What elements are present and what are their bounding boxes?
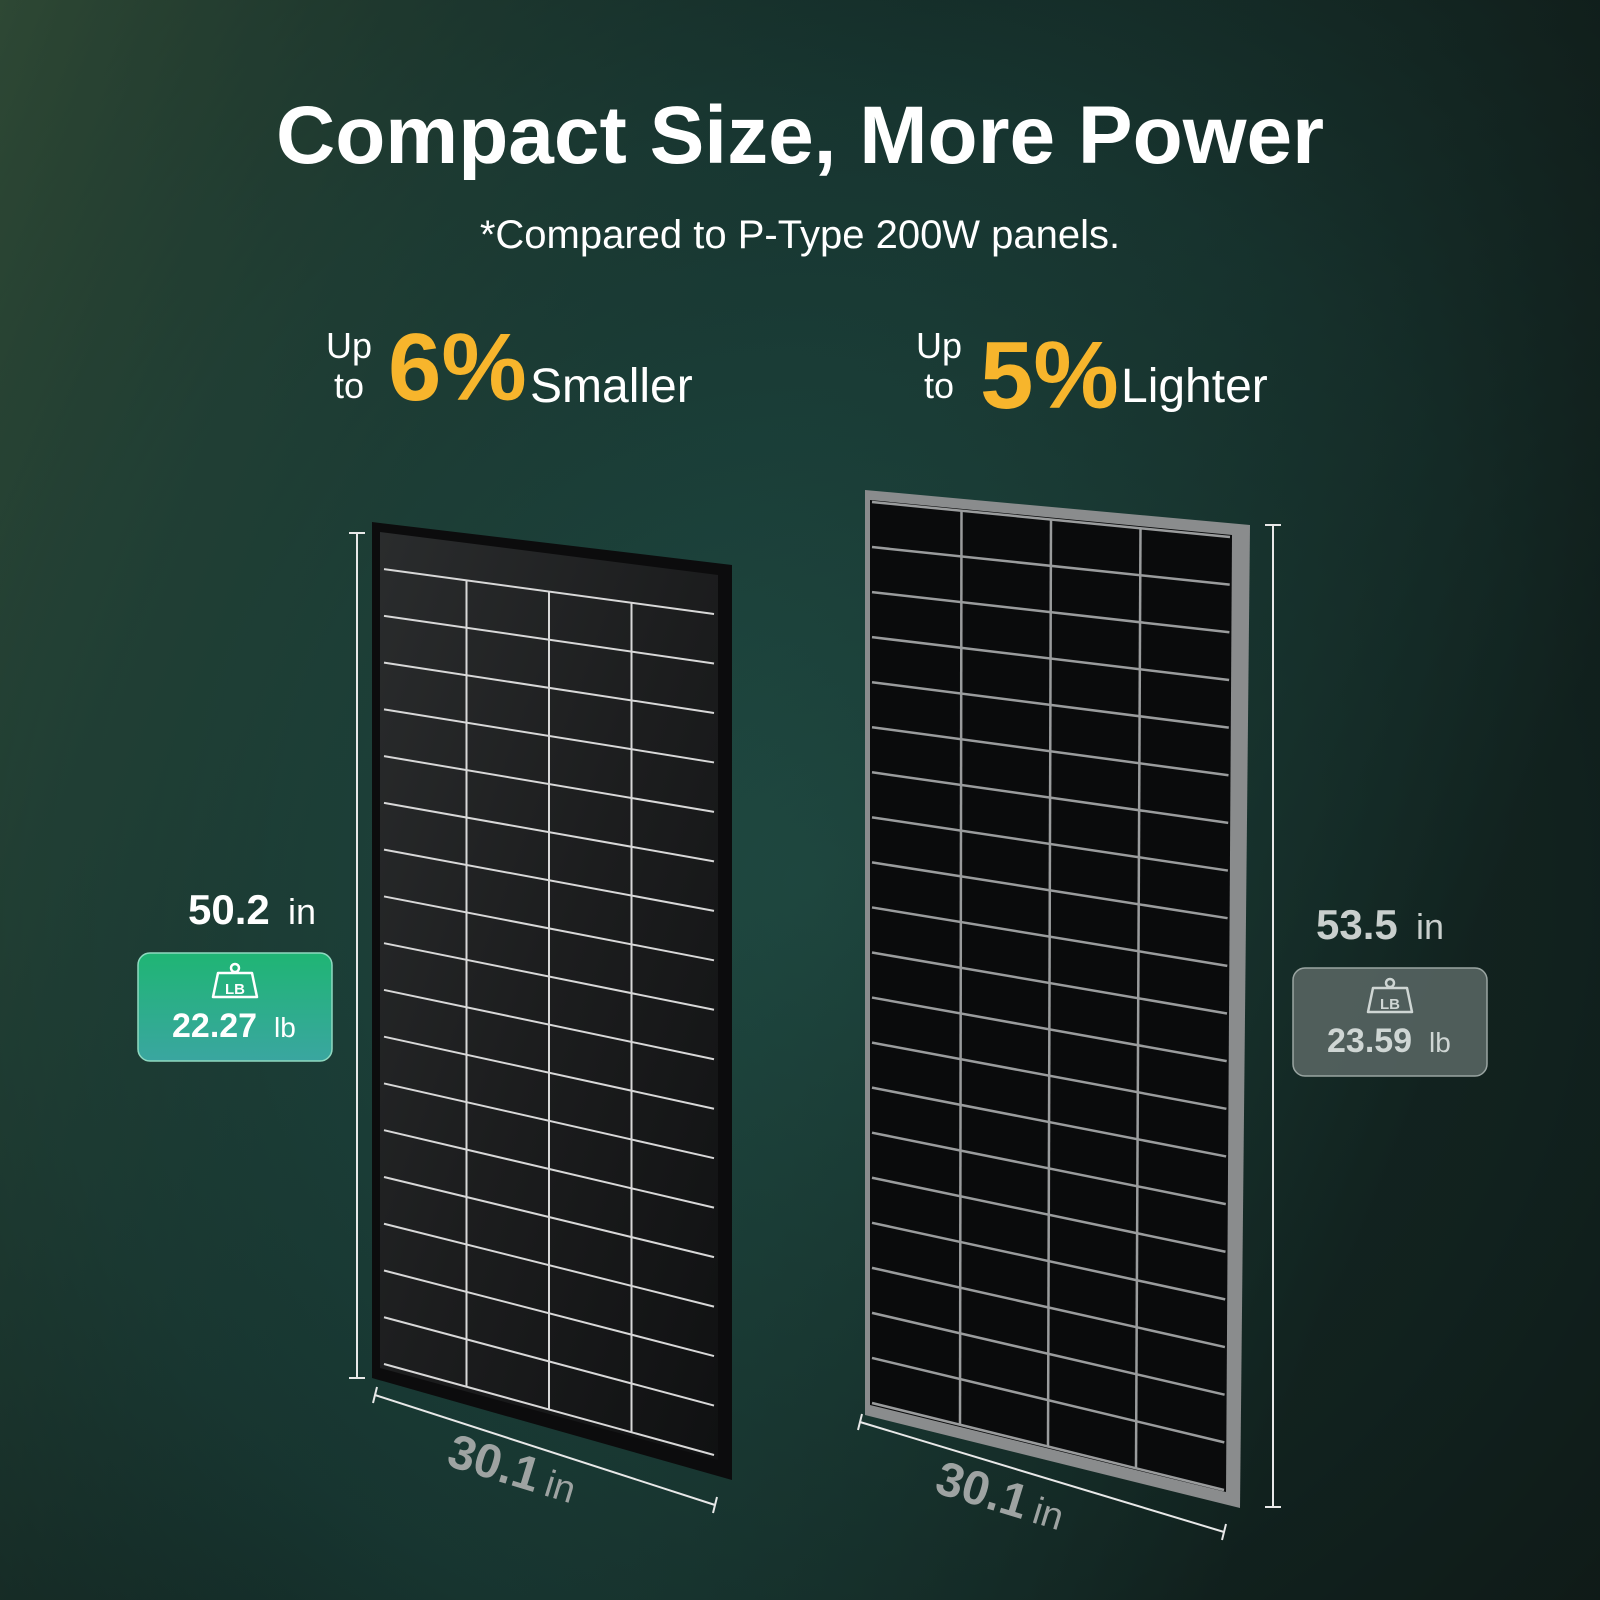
claim: Up to 5% Lighter xyxy=(916,322,1268,429)
cell-line xyxy=(871,906,1228,968)
cell-line xyxy=(383,1222,715,1308)
cell-line xyxy=(383,801,715,863)
weight-unit: lb xyxy=(274,1012,296,1043)
cell-line xyxy=(383,1175,715,1259)
claim-percent: 5% xyxy=(980,322,1119,429)
cell-line xyxy=(871,635,1230,682)
cell-line xyxy=(871,1311,1225,1396)
cell-line xyxy=(871,1131,1227,1206)
cell-line xyxy=(383,755,715,813)
height-value: 50.2 xyxy=(188,886,270,933)
weight-unit: lb xyxy=(1429,1027,1451,1058)
cell-line xyxy=(871,726,1229,777)
cell-line xyxy=(383,848,715,912)
cell-line xyxy=(383,661,715,714)
cell-line xyxy=(383,1363,715,1456)
cell-line xyxy=(383,1035,715,1110)
subtitle: *Compared to P-Type 200W panels. xyxy=(480,213,1120,257)
claim: Up to 6% Smaller xyxy=(326,314,693,421)
cell-line xyxy=(871,680,1229,729)
cell-line xyxy=(871,1221,1226,1301)
weight-icon: LB xyxy=(1380,996,1400,1013)
cell-line xyxy=(871,771,1229,825)
cell-line xyxy=(383,988,715,1061)
cell-line xyxy=(383,1316,715,1407)
claim-to: to xyxy=(334,365,364,406)
cell-line xyxy=(383,568,715,616)
weight-value: 22.27 xyxy=(172,1007,257,1045)
cell-line xyxy=(383,1269,715,1358)
cell-line xyxy=(871,1266,1226,1349)
height-value: 53.5 xyxy=(1316,901,1398,948)
cell-line xyxy=(871,500,1231,539)
cell-line xyxy=(871,1401,1225,1492)
cell-line xyxy=(383,942,715,1011)
cell-line xyxy=(871,545,1230,586)
height-unit: in xyxy=(1416,906,1444,947)
claim-up: Up xyxy=(326,325,372,366)
cell-line xyxy=(383,895,715,962)
cell-line xyxy=(871,861,1228,920)
cell-line xyxy=(871,1176,1226,1253)
cell-line xyxy=(871,951,1228,1015)
weight-value: 23.59 xyxy=(1327,1022,1412,1060)
claim-percent: 6% xyxy=(388,314,527,421)
panel-grid xyxy=(383,568,715,1456)
cell-line xyxy=(383,1082,715,1160)
cell-line xyxy=(871,816,1229,872)
weight-badge: LB 22.27 lb xyxy=(137,952,333,1062)
claim-to: to xyxy=(924,365,954,406)
title: Compact Size, More Power xyxy=(276,90,1324,181)
cell-line xyxy=(871,1041,1227,1111)
dimension-lines xyxy=(349,524,1281,1541)
cell-line xyxy=(871,590,1230,634)
panel-grid xyxy=(871,500,1231,1492)
height-unit: in xyxy=(288,891,316,932)
cell-line xyxy=(871,1356,1225,1444)
weight-badge: LB 23.59 lb xyxy=(1292,967,1488,1077)
claim-label: Smaller xyxy=(530,360,693,413)
cell-line xyxy=(871,1086,1227,1158)
claim-up: Up xyxy=(916,325,962,366)
cell-line xyxy=(383,1129,715,1209)
weight-icon: LB xyxy=(225,981,245,998)
claim-label: Lighter xyxy=(1121,360,1268,413)
cell-line xyxy=(383,708,715,764)
cell-line xyxy=(871,996,1227,1063)
cell-line xyxy=(383,614,715,665)
